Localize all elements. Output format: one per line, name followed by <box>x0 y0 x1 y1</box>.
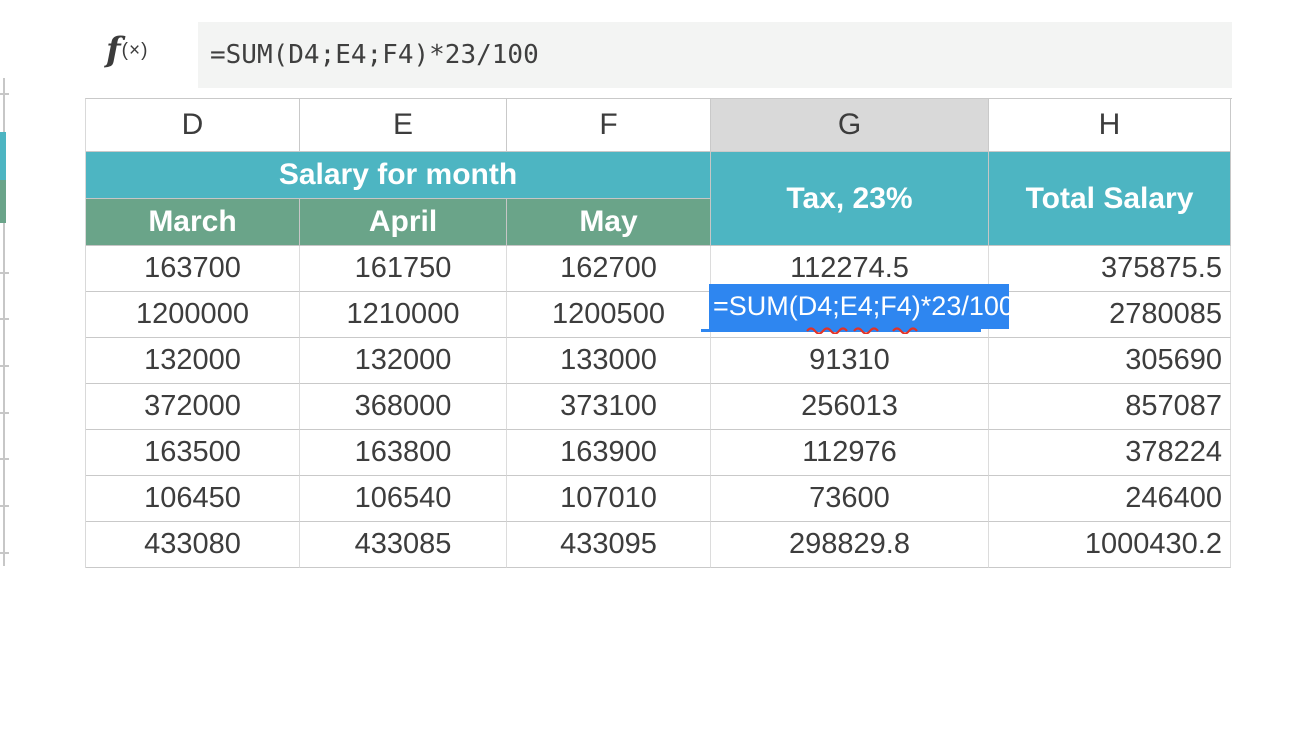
month-header-march[interactable]: March <box>86 199 300 246</box>
cell-D7[interactable]: 163500 <box>86 430 300 476</box>
cell-D3[interactable]: 163700 <box>86 246 300 292</box>
cell-D6[interactable]: 372000 <box>86 384 300 430</box>
cell-E5[interactable]: 132000 <box>300 338 507 384</box>
clipped-row-tick <box>0 318 9 320</box>
clipped-teal-cell <box>0 132 6 180</box>
cell-D9[interactable]: 433080 <box>86 522 300 568</box>
clipped-row-tick <box>0 365 9 367</box>
cell-edit-underline <box>701 329 981 332</box>
fx-args-label: (×) <box>121 39 149 61</box>
clipped-row-tick <box>0 412 9 414</box>
cell-F9[interactable]: 433095 <box>507 522 711 568</box>
clipped-gridline <box>3 78 5 566</box>
cell-E6[interactable]: 368000 <box>300 384 507 430</box>
clipped-row-tick <box>0 552 9 554</box>
cell-G4-editing[interactable]: =SUM(D4;E4;F4)*23/100 <box>701 284 1014 338</box>
merged-header-total-salary[interactable]: Total Salary <box>989 152 1231 246</box>
cell-D4[interactable]: 1200000 <box>86 292 300 338</box>
merged-header-salary-for-month[interactable]: Salary for month <box>86 152 711 199</box>
cell-H6[interactable]: 857087 <box>989 384 1231 430</box>
clipped-row-tick <box>0 93 9 95</box>
cell-edit-selected-text[interactable]: =SUM(D4;E4;F4)*23/100 <box>709 284 1014 329</box>
cell-D8[interactable]: 106450 <box>86 476 300 522</box>
worksheet-grid: D E F G H Salary for month Tax, 23% Tota… <box>85 98 1232 568</box>
month-header-may[interactable]: May <box>507 199 711 246</box>
merged-header-tax[interactable]: Tax, 23% <box>711 152 989 246</box>
cell-G9[interactable]: 298829.8 <box>711 522 989 568</box>
cell-G6[interactable]: 256013 <box>711 384 989 430</box>
insert-function-button[interactable]: f (×) <box>106 30 148 70</box>
cell-G5[interactable]: 91310 <box>711 338 989 384</box>
cell-G8[interactable]: 73600 <box>711 476 989 522</box>
cell-F3[interactable]: 162700 <box>507 246 711 292</box>
clipped-row-tick <box>0 458 9 460</box>
col-header-E[interactable]: E <box>300 99 507 152</box>
cell-H5[interactable]: 305690 <box>989 338 1231 384</box>
cell-E4[interactable]: 1210000 <box>300 292 507 338</box>
fx-icon: f <box>106 30 121 70</box>
clipped-row-tick <box>0 505 9 507</box>
cell-F4[interactable]: 1200500 <box>507 292 711 338</box>
col-header-G[interactable]: G <box>711 99 989 152</box>
spellcheck-squiggle-icon <box>806 327 918 334</box>
cell-E7[interactable]: 163800 <box>300 430 507 476</box>
cell-G7[interactable]: 112976 <box>711 430 989 476</box>
cell-E3[interactable]: 161750 <box>300 246 507 292</box>
cell-D5[interactable]: 132000 <box>86 338 300 384</box>
formula-bar-input[interactable]: =SUM(D4;E4;F4)*23/100 <box>198 22 1232 88</box>
cell-F5[interactable]: 133000 <box>507 338 711 384</box>
cell-F8[interactable]: 107010 <box>507 476 711 522</box>
cell-H9[interactable]: 1000430.2 <box>989 522 1231 568</box>
month-header-april[interactable]: April <box>300 199 507 246</box>
cell-F7[interactable]: 163900 <box>507 430 711 476</box>
col-header-D[interactable]: D <box>86 99 300 152</box>
cell-F6[interactable]: 373100 <box>507 384 711 430</box>
cell-H7[interactable]: 378224 <box>989 430 1231 476</box>
clipped-green-cell <box>0 180 6 223</box>
cell-E8[interactable]: 106540 <box>300 476 507 522</box>
cell-H4[interactable]: 2780085 <box>989 292 1231 338</box>
clipped-row-tick <box>0 272 9 274</box>
col-header-H[interactable]: H <box>989 99 1231 152</box>
col-header-F[interactable]: F <box>507 99 711 152</box>
cell-H8[interactable]: 246400 <box>989 476 1231 522</box>
cell-E9[interactable]: 433085 <box>300 522 507 568</box>
cell-H3[interactable]: 375875.5 <box>989 246 1231 292</box>
